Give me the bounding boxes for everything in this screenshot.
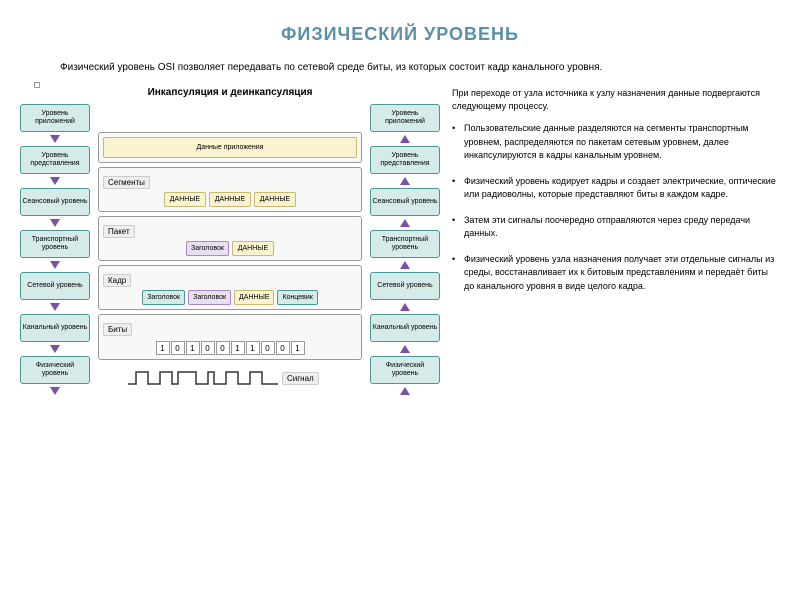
arrow-up-icon bbox=[400, 345, 410, 353]
osi-layer: Физический уровень bbox=[370, 356, 440, 384]
arrow-up-icon bbox=[400, 261, 410, 269]
arrow-up-icon bbox=[400, 135, 410, 143]
encapsulation-diagram: Инкапсуляция и деинкапсуляция Уровень пр… bbox=[20, 87, 440, 396]
bit-cell: 1 bbox=[291, 341, 305, 355]
osi-layer: Канальный уровень bbox=[370, 314, 440, 342]
packet-section: Пакет ЗаголовокДАННЫЕ bbox=[98, 216, 362, 261]
packet-label: Пакет bbox=[103, 225, 135, 238]
bit-cell: 1 bbox=[231, 341, 245, 355]
packet-block: Заголовок bbox=[186, 241, 229, 256]
osi-layer: Физический уровень bbox=[20, 356, 90, 384]
bit-cell: 0 bbox=[201, 341, 215, 355]
app-data-block: Данные приложения bbox=[103, 137, 357, 158]
frame-label: Кадр bbox=[103, 274, 131, 287]
right-layers: Уровень приложений Уровень представления С… bbox=[370, 104, 440, 396]
arrow-down-icon bbox=[50, 387, 60, 395]
page-title: ФИЗИЧЕСКИЙ УРОВЕНЬ bbox=[0, 0, 800, 61]
bullet-item: Затем эти сигналы поочередно отправляютс… bbox=[452, 214, 780, 241]
signal-label: Сигнал bbox=[282, 372, 319, 385]
bullet-item: Физический уровень кодирует кадры и созд… bbox=[452, 175, 780, 202]
bits-label: Биты bbox=[103, 323, 132, 336]
packet-block: ДАННЫЕ bbox=[232, 241, 274, 256]
segment-block: ДАННЫЕ bbox=[209, 192, 251, 207]
bit-cell: 1 bbox=[156, 341, 170, 355]
osi-layer: Уровень представления bbox=[20, 146, 90, 174]
signal-row: Сигнал bbox=[98, 370, 362, 386]
intro-text: Физический уровень OSI позволяет передав… bbox=[0, 61, 800, 87]
osi-layer: Сетевой уровень bbox=[370, 272, 440, 300]
text-column: При переходе от узла источника к узлу на… bbox=[440, 87, 780, 396]
bit-cell: 1 bbox=[246, 341, 260, 355]
segment-block: ДАННЫЕ bbox=[164, 192, 206, 207]
frame-block: Заголовок bbox=[142, 290, 185, 305]
arrow-up-icon bbox=[400, 177, 410, 185]
arrow-down-icon bbox=[50, 219, 60, 227]
osi-layer: Транспортный уровень bbox=[370, 230, 440, 258]
bit-cell: 0 bbox=[261, 341, 275, 355]
osi-layer: Сеансовый уровень bbox=[370, 188, 440, 216]
arrow-up-icon bbox=[400, 387, 410, 395]
frame-block: ДАННЫЕ bbox=[234, 290, 274, 305]
arrow-down-icon bbox=[50, 135, 60, 143]
diagram-title: Инкапсуляция и деинкапсуляция bbox=[20, 87, 440, 98]
segments-section: Сегменты ДАННЫЕДАННЫЕДАННЫЕ bbox=[98, 167, 362, 212]
arrow-up-icon bbox=[400, 219, 410, 227]
center-data: Данные приложения Сегменты ДАННЫЕДАННЫЕД… bbox=[90, 104, 370, 396]
osi-layer: Уровень приложений bbox=[20, 104, 90, 132]
osi-layer: Сетевой уровень bbox=[20, 272, 90, 300]
bit-cell: 1 bbox=[186, 341, 200, 355]
osi-layer: Транспортный уровень bbox=[20, 230, 90, 258]
frame-block: Концевик bbox=[277, 290, 317, 305]
osi-layer: Уровень представления bbox=[370, 146, 440, 174]
osi-layer: Сеансовый уровень bbox=[20, 188, 90, 216]
arrow-down-icon bbox=[50, 261, 60, 269]
bit-cell: 0 bbox=[171, 341, 185, 355]
left-layers: Уровень приложений Уровень представления С… bbox=[20, 104, 90, 396]
osi-layer: Уровень приложений bbox=[370, 104, 440, 132]
process-bullets: Пользовательские данные разделяются на с… bbox=[452, 122, 780, 293]
frame-block: Заголовок bbox=[188, 290, 231, 305]
app-data-section: Данные приложения bbox=[98, 132, 362, 163]
bullet-item: Пользовательские данные разделяются на с… bbox=[452, 122, 780, 163]
arrow-up-icon bbox=[400, 303, 410, 311]
arrow-down-icon bbox=[50, 345, 60, 353]
segments-label: Сегменты bbox=[103, 176, 150, 189]
arrow-down-icon bbox=[50, 177, 60, 185]
frame-section: Кадр ЗаголовокЗаголовокДАННЫЕКонцевик bbox=[98, 265, 362, 310]
signal-wave bbox=[128, 370, 278, 386]
bullet-item: Физический уровень узла назначения получ… bbox=[452, 253, 780, 294]
osi-layer: Канальный уровень bbox=[20, 314, 90, 342]
bit-cell: 0 bbox=[276, 341, 290, 355]
arrow-down-icon bbox=[50, 303, 60, 311]
main-content: Инкапсуляция и деинкапсуляция Уровень пр… bbox=[0, 87, 800, 396]
bits-section: Биты 1010011001 bbox=[98, 314, 362, 360]
bit-cell: 0 bbox=[216, 341, 230, 355]
segment-block: ДАННЫЕ bbox=[254, 192, 296, 207]
process-intro: При переходе от узла источника к узлу на… bbox=[452, 87, 780, 112]
